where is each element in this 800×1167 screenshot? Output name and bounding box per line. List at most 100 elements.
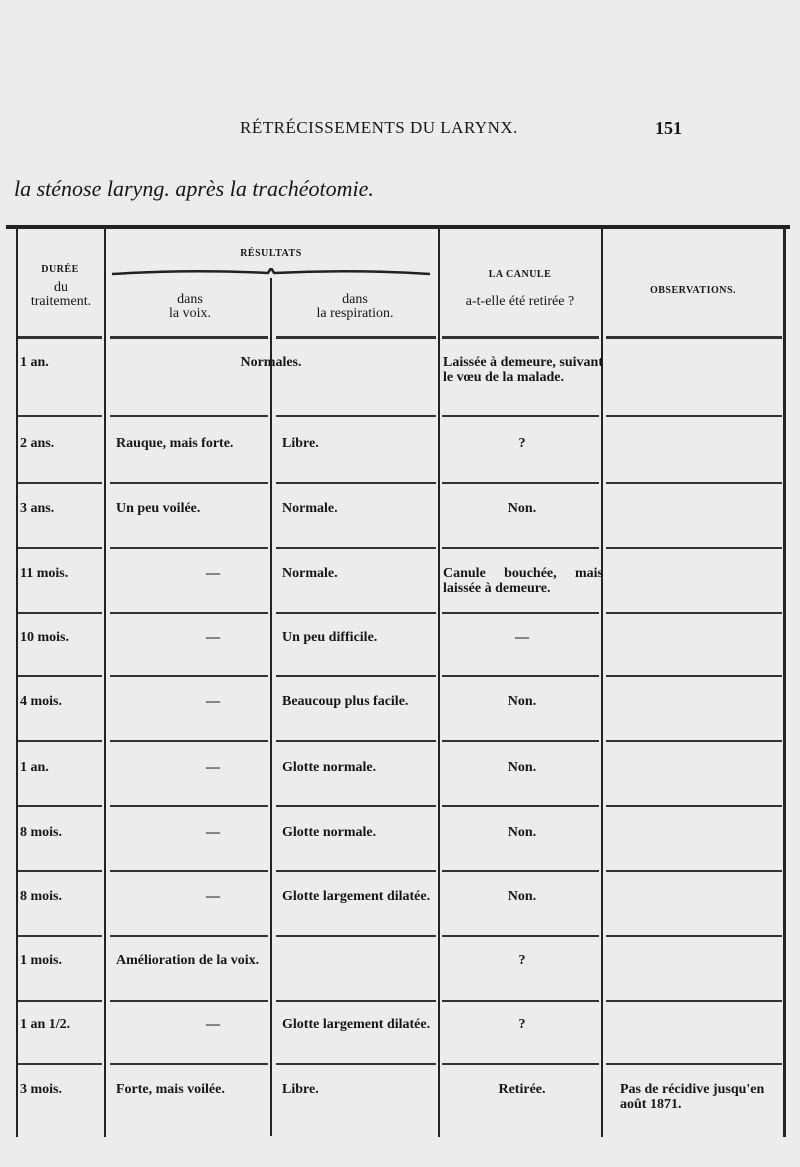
header-duree-1: du (54, 280, 68, 295)
cell-voix: — (206, 566, 220, 581)
row-rule (276, 870, 436, 872)
row-rule (442, 870, 599, 872)
row-rule (442, 415, 599, 417)
cell-voix: Un peu voilée. (116, 501, 201, 516)
cell-canule: Non. (507, 760, 537, 775)
cell-duree: 10 mois. (20, 630, 69, 645)
row-rule (276, 612, 436, 614)
row-rule (110, 547, 268, 549)
column-rule (104, 229, 106, 1137)
row-rule (442, 1000, 599, 1002)
column-rule (601, 229, 603, 1137)
row-rule (442, 675, 599, 677)
row-rule (276, 675, 436, 677)
row-rule (606, 336, 782, 339)
cell-voix: — (206, 825, 220, 840)
row-rule (606, 482, 782, 484)
cell-canule: Non. (507, 694, 537, 709)
cell-duree: 8 mois. (20, 825, 62, 840)
cell-voix: — (206, 889, 220, 904)
row-rule (442, 547, 599, 549)
cell-duree: 1 an. (20, 760, 49, 775)
cell-voix: Forte, mais voilée. (116, 1082, 225, 1097)
row-rule (18, 675, 102, 677)
cell-duree: 1 an. (20, 355, 49, 370)
header-resp-1: dans (342, 292, 368, 307)
row-rule (276, 805, 436, 807)
row-rule (442, 935, 599, 937)
table-title: la sténose laryng. après la trachéotomie… (14, 176, 374, 201)
row-rule (276, 547, 436, 549)
cell-respiration: Un peu difficile. (282, 630, 378, 645)
cell-duree: 3 ans. (20, 501, 55, 516)
header-duree-2: traitement. (30, 294, 92, 309)
row-rule (110, 675, 268, 677)
running-head: RÉTRÉCISSEMENTS DU LARYNX. (240, 118, 518, 137)
cell-voix: — (206, 694, 220, 709)
row-rule (110, 482, 268, 484)
row-rule (110, 415, 268, 417)
row-rule (18, 547, 102, 549)
cell-duree: 2 ans. (20, 436, 55, 451)
row-rule (276, 935, 436, 937)
cell-duree: 1 an 1/2. (20, 1017, 71, 1032)
header-duree-top: DURÉE (41, 264, 79, 275)
row-rule (18, 482, 102, 484)
cell-duree: 11 mois. (20, 566, 69, 581)
cell-canule: ? (518, 1017, 526, 1032)
cell-duree: 3 mois. (20, 1082, 62, 1097)
row-rule (110, 1063, 268, 1065)
cell-canule: Laissée à demeure, suivant le vœu de la … (443, 355, 603, 385)
row-rule (606, 1063, 782, 1065)
cell-respiration: Normale. (282, 566, 338, 581)
row-rule (110, 336, 268, 339)
cell-resultats-merged: Normales. (240, 355, 302, 370)
header-voix-2: la voix. (169, 306, 211, 321)
column-rule (270, 278, 272, 1136)
row-rule (18, 612, 102, 614)
cell-respiration: Glotte largement dilatée. (282, 889, 431, 904)
cell-canule: Non. (507, 825, 537, 840)
row-rule (606, 547, 782, 549)
cell-duree: 8 mois. (20, 889, 62, 904)
cell-canule: — (515, 630, 529, 645)
row-rule (606, 935, 782, 937)
cell-canule: Canule bouchée, mais laissée à demeure. (443, 566, 603, 596)
row-rule (442, 336, 599, 339)
row-rule (110, 1000, 268, 1002)
row-rule (18, 336, 102, 339)
header-voix-1: dans (177, 292, 203, 307)
row-rule (18, 415, 102, 417)
cell-duree: 4 mois. (20, 694, 62, 709)
header-resp-2: la respiration. (316, 306, 394, 321)
header-resultats: RÉSULTATS (240, 248, 302, 259)
row-rule (18, 740, 102, 742)
cell-respiration: Glotte largement dilatée. (282, 1017, 431, 1032)
cell-respiration: Glotte normale. (282, 760, 377, 775)
row-rule (110, 805, 268, 807)
cell-respiration: Glotte normale. (282, 825, 377, 840)
brace (111, 268, 431, 276)
header-canule-top: LA CANULE (488, 269, 552, 280)
cell-voix: Rauque, mais forte. (116, 436, 234, 451)
cell-voix: — (206, 760, 220, 775)
cell-voix: — (206, 630, 220, 645)
row-rule (110, 612, 268, 614)
column-rule (16, 229, 18, 1137)
row-rule (276, 336, 436, 339)
row-rule (606, 612, 782, 614)
row-rule (276, 1000, 436, 1002)
row-rule (442, 740, 599, 742)
row-rule (18, 935, 102, 937)
row-rule (606, 1000, 782, 1002)
row-rule (18, 805, 102, 807)
row-rule (110, 935, 268, 937)
row-rule (18, 1063, 102, 1065)
cell-canule: ? (518, 436, 526, 451)
cell-respiration: Normale. (282, 501, 338, 516)
table-top-rule (6, 225, 790, 229)
row-rule (606, 870, 782, 872)
row-rule (442, 805, 599, 807)
cell-respiration: Libre. (282, 436, 319, 451)
row-rule (442, 612, 599, 614)
